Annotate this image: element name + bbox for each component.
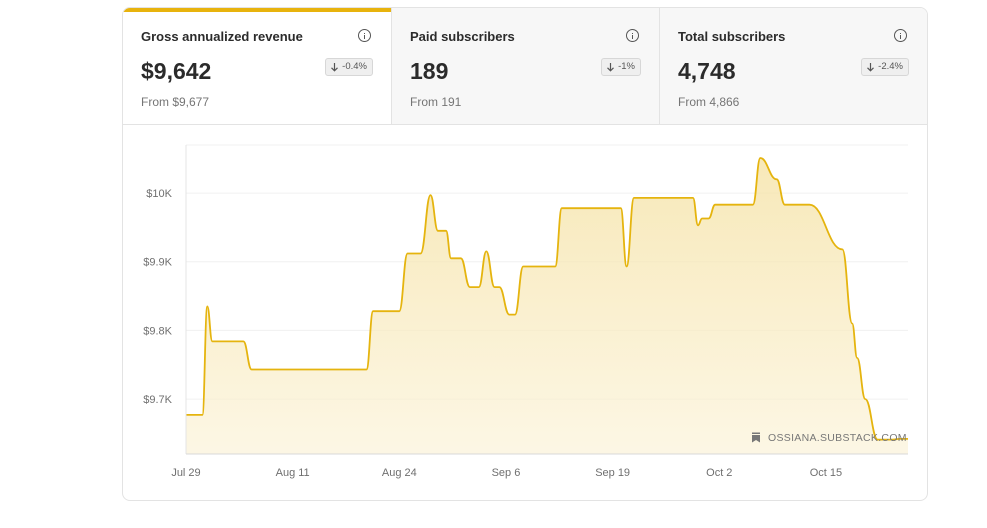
change-value: -2.4% [878,61,903,72]
x-tick-label: Aug 11 [276,467,310,479]
stat-value: 4,748 [678,58,736,84]
x-tick-label: Oct 2 [706,467,732,479]
y-tick-label: $10K [146,188,172,200]
arrow-down-icon [867,63,875,72]
change-badge: -1% [601,58,641,76]
stat-title: Gross annualized revenue [141,29,303,44]
revenue-area-chart[interactable]: $9.7K $9.8K $9.9K $10K Jul 29 Aug 11 Aug 24 Sep… [123,125,927,500]
x-tick-label: Aug 24 [382,467,417,479]
info-circle-icon[interactable] [894,29,907,42]
change-value: -0.4% [342,61,367,72]
watermark: OSSIANA.SUBSTACK.COM [752,432,907,444]
info-circle-icon[interactable] [358,29,371,42]
change-value: -1% [618,61,635,72]
revenue-chart[interactable]: $9.7K $9.8K $9.9K $10K Jul 29 Aug 11 Aug 24 Sep… [123,125,927,500]
stat-value: $9,642 [141,58,212,84]
x-tick-label: Sep 19 [595,467,630,479]
stats-row: Gross annualized revenue $9,642 From $9,… [123,8,927,125]
x-tick-label: Oct 15 [810,467,842,479]
y-tick-label: $9.8K [143,325,172,337]
watermark-text: OSSIANA.SUBSTACK.COM [768,432,907,444]
x-tick-label: Sep 6 [492,467,521,479]
stat-title: Total subscribers [678,29,786,44]
stat-previous-value: From 191 [410,95,462,109]
stat-gross-annualized-revenue[interactable]: Gross annualized revenue $9,642 From $9,… [123,8,391,124]
stat-title: Paid subscribers [410,29,515,44]
change-badge: -2.4% [861,58,909,76]
arrow-down-icon [607,63,615,72]
x-tick-label: Jul 29 [171,467,200,479]
y-tick-label: $9.7K [143,394,172,406]
stat-paid-subscribers[interactable]: Paid subscribers 189 From 191 -1% [391,8,659,124]
bookmark-icon [752,432,760,443]
y-tick-label: $9.9K [143,257,172,269]
stat-previous-value: From $9,677 [141,95,210,109]
revenue-series-line[interactable] [185,157,908,441]
arrow-down-icon [331,63,339,72]
stat-previous-value: From 4,866 [678,95,740,109]
revenue-area-fill [186,158,908,454]
info-circle-icon[interactable] [626,29,639,42]
selected-indicator [123,8,391,12]
change-badge: -0.4% [325,58,373,76]
revenue-dashboard-card: Gross annualized revenue $9,642 From $9,… [122,7,928,501]
stat-value: 189 [410,58,449,84]
stat-total-subscribers[interactable]: Total subscribers 4,748 From 4,866 -2.4% [659,8,927,124]
